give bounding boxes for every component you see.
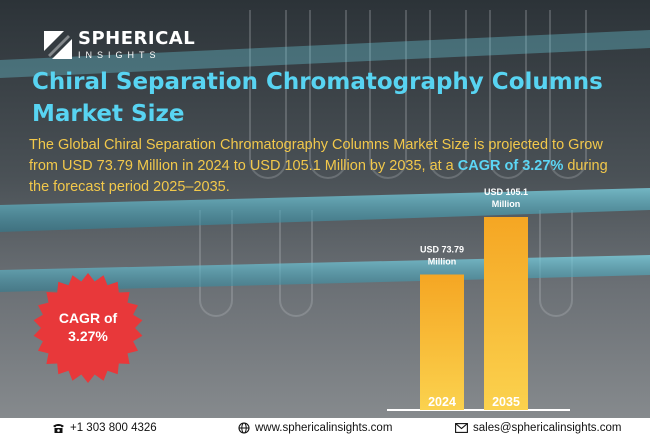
badge-line-1: CAGR of (58, 310, 118, 326)
cagr-badge-icon (33, 273, 143, 383)
description-text-1: The Global Chiral Separation Chromatogra… (29, 137, 603, 174)
bar-2024 (420, 274, 464, 410)
badge-line-2: 3.27% (68, 328, 108, 344)
footer-phone[interactable]: +1 303 800 4326 (52, 422, 157, 434)
brand-logo: SPHERICAL INSIGHTS (44, 30, 195, 60)
description-text-2: during the forecast period 2025–2035. (29, 158, 608, 195)
website-link: www.sphericalinsights.com (255, 422, 393, 434)
brand-sub: INSIGHTS (78, 50, 161, 60)
globe-icon (238, 422, 250, 434)
cagr-badge-text: CAGR of 3.27% (32, 309, 144, 345)
category-label-2024: 2024 (428, 395, 456, 409)
market-size-bar-chart: 2024 USD 73.79 Million 2035 USD 105.1 Million (420, 187, 528, 410)
email-link: sales@sphericalinsights.com (473, 422, 622, 434)
mail-icon (455, 423, 468, 433)
page-title: Chiral Separation Chromatography Columns… (32, 69, 603, 127)
category-label-2035: 2035 (492, 395, 520, 409)
footer-website[interactable]: www.sphericalinsights.com (238, 422, 392, 434)
brand-name: SPHERICAL (78, 28, 196, 49)
value-label-2035-1: USD 105.1 (484, 187, 528, 197)
bar-2035 (484, 217, 528, 410)
value-label-2035-2: Million (492, 199, 521, 209)
value-label-2024-1: USD 73.79 (420, 244, 464, 254)
market-description: The Global Chiral Separation Chromatogra… (29, 135, 629, 198)
spherical-logo-icon (44, 31, 72, 59)
description-highlight: CAGR of 3.27% (457, 158, 564, 174)
phone-text: +1 303 800 4326 (70, 422, 157, 434)
phone-icon (53, 424, 64, 433)
value-label-2024-2: Million (428, 256, 457, 266)
footer-email[interactable]: sales@sphericalinsights.com (455, 422, 621, 434)
contact-footer: +1 303 800 4326 www.sphericalinsights.co… (0, 418, 650, 440)
